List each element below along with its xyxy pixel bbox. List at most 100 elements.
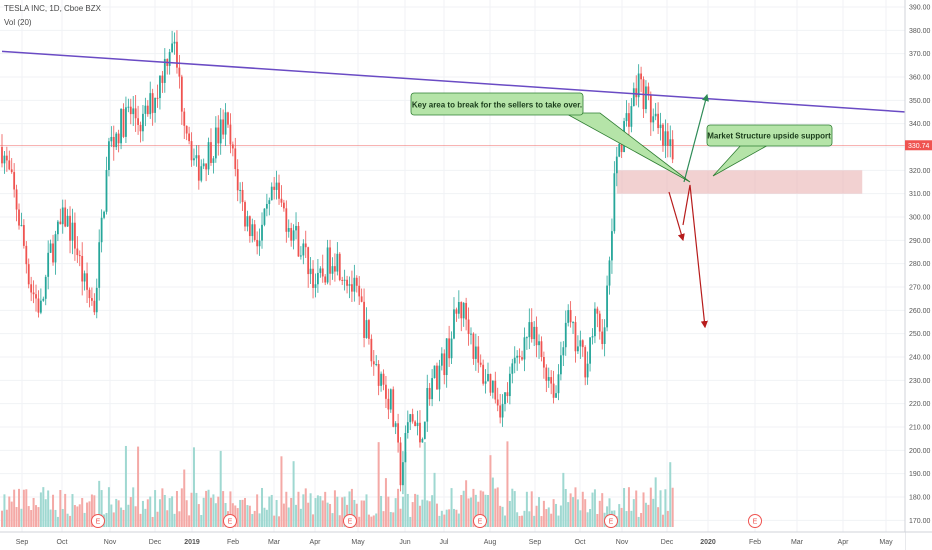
volume-bar — [538, 497, 541, 527]
volume-bar — [270, 494, 273, 527]
candle-body — [275, 182, 278, 190]
candle-body — [596, 308, 599, 314]
candle-body — [142, 113, 144, 132]
y-tick-label: 180.00 — [909, 495, 931, 502]
volume-bar — [640, 512, 643, 527]
volume-bar — [236, 508, 239, 527]
x-tick-label: Aug — [484, 539, 497, 546]
volume-bar — [268, 496, 271, 527]
candle-body — [69, 215, 71, 241]
candle-body — [613, 173, 616, 232]
volume-bar — [421, 499, 424, 527]
bearish-arrow-2 — [682, 184, 708, 329]
candle-body — [307, 247, 310, 275]
candle-body — [8, 160, 11, 170]
candle-body — [542, 357, 545, 368]
candle-body — [268, 200, 271, 204]
candle-body — [54, 234, 57, 263]
volume-bar — [511, 488, 514, 527]
volume-bar — [115, 498, 118, 527]
candle-body — [348, 284, 351, 286]
volume-bar — [608, 498, 611, 527]
x-tick-label: Dec — [149, 539, 162, 546]
candle-body — [159, 75, 161, 99]
candle-body — [341, 279, 344, 281]
candle-body — [666, 131, 669, 146]
volume-bar — [5, 509, 8, 527]
volume-bar — [348, 491, 351, 527]
candle-body — [501, 404, 504, 418]
volume-bar — [163, 494, 166, 527]
volume-bar — [331, 513, 334, 527]
volume-bar — [384, 478, 387, 527]
x-tick-label: Sep — [16, 539, 29, 546]
last-price-label: 330.74 — [908, 143, 930, 150]
candle-body — [494, 380, 497, 400]
y-tick-label: 340.00 — [909, 121, 931, 128]
candle-body — [397, 423, 399, 443]
volume-bar — [399, 508, 402, 527]
time-axis[interactable]: Sep Oct Nov Dec 2019 Feb Mar Apr May Jun Jul Aug Sep… — [0, 531, 932, 550]
x-tick-label: May — [879, 539, 893, 546]
candle-body — [569, 310, 572, 323]
volume-bar — [122, 509, 125, 527]
volume-bar — [83, 512, 86, 527]
candle-body — [248, 216, 251, 237]
candle-body — [309, 268, 312, 275]
candle-body — [647, 86, 650, 96]
volume-bar — [550, 513, 553, 527]
candle-body — [282, 202, 285, 209]
volume-bar — [452, 508, 455, 527]
x-tick-label: Feb — [227, 539, 239, 546]
x-tick-label: Dec — [661, 539, 674, 546]
candle-body — [343, 279, 346, 281]
volume-bar — [358, 516, 361, 527]
candle-body — [645, 86, 647, 110]
x-tick-label: Apr — [310, 539, 322, 546]
volume-bar — [185, 500, 188, 527]
y-tick-label: 210.00 — [909, 425, 931, 432]
symbol-title: TESLA INC, 1D, Cboe BZX — [4, 4, 101, 13]
volume-bar — [438, 515, 441, 527]
candle-body — [200, 166, 203, 181]
candle-body — [372, 361, 375, 365]
candle-body — [637, 73, 640, 98]
volume-bar — [258, 513, 261, 527]
candle-body — [39, 300, 42, 313]
candle-body — [649, 95, 652, 123]
price-axis[interactable]: 170.00 180.00 190.00 200.00 210.00 220.00 230.… — [904, 0, 932, 550]
price-axis-background — [905, 0, 932, 550]
volume-bar — [469, 497, 472, 527]
candle-body — [431, 378, 434, 400]
volume-bar — [564, 489, 567, 527]
candle-body — [224, 112, 227, 135]
volume-bar — [100, 490, 103, 527]
volume-bar — [426, 500, 429, 527]
volume-bar — [593, 489, 596, 527]
volume-bar — [302, 494, 305, 527]
candle-body — [370, 338, 373, 362]
candle-body — [103, 211, 105, 218]
volume-bar — [671, 487, 674, 527]
candle-body — [577, 346, 579, 352]
candle-body — [132, 108, 135, 115]
candle-body — [465, 302, 468, 320]
volume-bar — [326, 502, 329, 527]
candle-body — [336, 253, 339, 272]
candle-body — [83, 273, 86, 282]
volume-indicator-label[interactable]: Vol (20) — [4, 18, 32, 27]
volume-bar — [47, 490, 50, 527]
volume-bar — [161, 488, 164, 527]
volume-bar — [341, 497, 344, 527]
y-tick-label: 250.00 — [909, 331, 931, 338]
candle-body — [550, 377, 553, 384]
candle-body — [377, 363, 380, 386]
volume-bar — [555, 503, 558, 527]
volume-bar — [149, 496, 152, 527]
candle-body — [640, 73, 642, 80]
candle-body — [630, 106, 633, 127]
candle-body — [545, 367, 548, 381]
candle-body — [246, 216, 249, 227]
volume-bar — [98, 480, 101, 527]
